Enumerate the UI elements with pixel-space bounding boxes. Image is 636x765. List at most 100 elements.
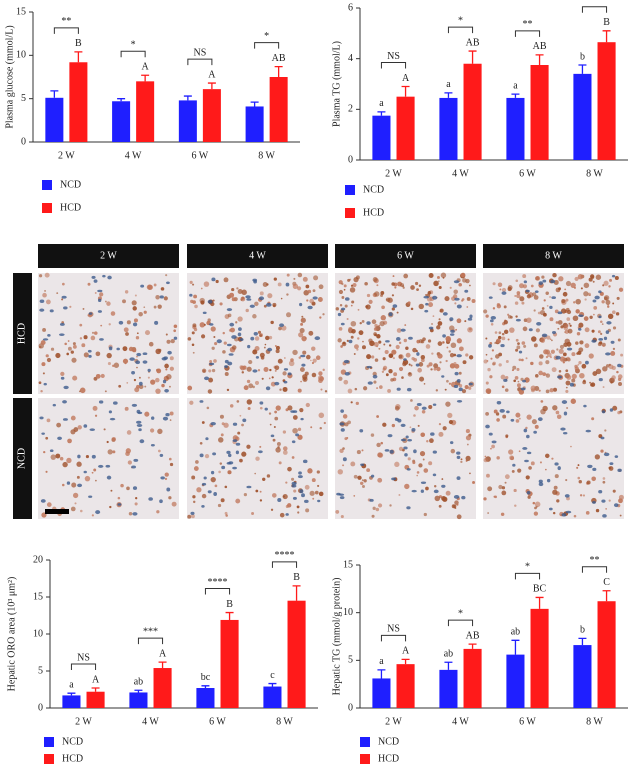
lipid-stain	[46, 418, 51, 423]
significance-label: *	[264, 31, 269, 42]
lipid-stain	[537, 311, 541, 315]
legend-label: NCD	[363, 184, 384, 195]
nucleus	[561, 400, 568, 404]
lipid-stain	[344, 422, 349, 427]
lipid-stain	[451, 504, 456, 509]
lipid-stain	[72, 492, 79, 499]
lipid-stain	[211, 346, 215, 350]
lipid-stain	[274, 365, 280, 371]
nucleus	[503, 378, 508, 382]
nucleus	[348, 339, 353, 344]
nucleus	[201, 505, 205, 508]
nucleus	[468, 382, 473, 386]
lipid-stain	[434, 495, 441, 502]
nucleus	[210, 421, 216, 426]
lipid-stain	[156, 510, 160, 514]
lipid-stain	[616, 296, 620, 300]
lipid-stain	[70, 350, 74, 354]
lipid-stain	[560, 308, 567, 314]
lipid-stain	[278, 461, 282, 465]
nucleus	[216, 339, 222, 344]
lipid-stain	[534, 501, 541, 508]
lipid-stain	[485, 381, 489, 385]
nucleus	[232, 466, 237, 470]
lipid-stain	[155, 377, 160, 383]
lipid-stain	[320, 388, 323, 391]
significance-bracket	[204, 588, 231, 595]
nucleus	[291, 484, 297, 488]
lipid-stain	[448, 350, 451, 353]
lipid-stain	[312, 358, 317, 363]
lipid-stain	[150, 428, 155, 433]
lipid-stain	[380, 294, 384, 297]
lipid-stain	[569, 324, 572, 327]
lipid-stain	[545, 468, 547, 471]
lipid-stain	[530, 284, 534, 288]
nucleus	[209, 362, 215, 366]
lipid-stain	[384, 350, 389, 355]
lipid-stain	[555, 321, 559, 324]
lipid-stain	[61, 298, 64, 301]
lipid-stain	[404, 483, 410, 490]
bar	[202, 89, 221, 142]
legend-label: HCD	[62, 753, 83, 764]
nucleus	[205, 437, 209, 441]
lipid-stain	[43, 450, 46, 454]
lipid-stain	[387, 389, 391, 393]
lipid-stain	[549, 317, 554, 322]
lipid-stain	[610, 350, 616, 356]
lipid-stain	[484, 455, 487, 458]
lipid-stain	[310, 426, 313, 429]
lipid-stain	[287, 405, 293, 411]
significance-bracket	[514, 572, 541, 580]
nucleus	[415, 363, 420, 367]
lipid-stain	[600, 449, 604, 453]
nucleus	[499, 408, 505, 413]
nucleus	[97, 298, 102, 303]
lipid-stain	[552, 511, 556, 515]
lipid-stain	[275, 447, 281, 453]
lipid-stain	[335, 510, 340, 514]
lipid-stain	[422, 458, 425, 461]
nucleus	[406, 468, 411, 471]
nucleus	[432, 473, 437, 477]
lipid-stain	[297, 434, 303, 440]
error-bar	[377, 669, 386, 679]
lipid-stain	[226, 388, 230, 392]
lipid-stain	[248, 359, 253, 365]
lipid-stain	[525, 357, 528, 360]
y-tick-label: 20	[33, 554, 43, 565]
lipid-stain	[565, 389, 569, 393]
lipid-stain	[579, 372, 585, 379]
lipid-stain	[546, 335, 551, 340]
lipid-stain	[218, 437, 224, 443]
nucleus	[136, 423, 143, 427]
lipid-stain	[275, 345, 280, 350]
lipid-stain	[138, 384, 144, 390]
nucleus	[458, 387, 463, 392]
group-letter: C	[603, 577, 610, 588]
nucleus	[488, 296, 493, 299]
lipid-stain	[353, 277, 359, 283]
lipid-stain	[277, 446, 280, 449]
lipid-stain	[460, 458, 463, 461]
nucleus	[253, 280, 257, 284]
lipid-stain	[169, 356, 174, 361]
lipid-stain	[568, 322, 571, 325]
lipid-stain	[533, 295, 539, 300]
legend-label: NCD	[60, 179, 81, 190]
lipid-stain	[350, 335, 354, 339]
lipid-stain	[534, 506, 537, 510]
lipid-stain	[192, 351, 195, 354]
lipid-stain	[268, 412, 272, 415]
lipid-stain	[559, 344, 565, 349]
nucleus	[598, 315, 602, 319]
group-letter: B	[226, 599, 233, 610]
lipid-stain	[420, 355, 426, 360]
nucleus	[538, 479, 543, 484]
x-tick-label: 4 W	[142, 716, 159, 727]
bar	[396, 96, 415, 160]
lipid-stain	[276, 441, 281, 446]
nucleus	[189, 293, 193, 297]
lipid-stain	[604, 429, 607, 432]
